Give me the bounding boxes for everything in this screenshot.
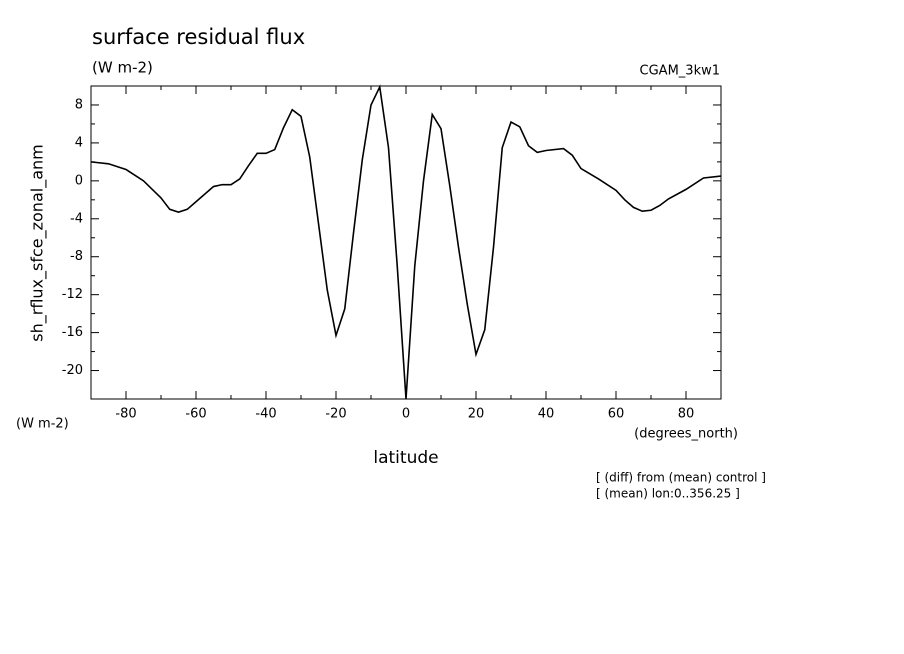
x-tick-label: 40 <box>538 407 555 422</box>
x-units: (degrees_north) <box>634 427 738 442</box>
x-tick-label: -80 <box>115 407 136 422</box>
data-line <box>90 84 722 400</box>
chart-title: surface residual flux <box>92 25 305 49</box>
y-axis-label: sh_rflux_sfce_zonal_anm <box>28 144 48 341</box>
plot-frame <box>90 85 722 400</box>
x-tick-label: 60 <box>608 407 625 422</box>
x-axis-label: latitude <box>373 448 438 468</box>
y-tick-label: -4 <box>70 211 83 226</box>
x-tick-label: -60 <box>185 407 206 422</box>
y-tick-label: 8 <box>75 97 83 112</box>
y-tick-label: -8 <box>70 249 83 264</box>
dataset-label: CGAM_3kw1 <box>640 64 720 79</box>
y-tick-label: -12 <box>62 287 83 302</box>
x-tick-label: 0 <box>402 407 410 422</box>
y-tick-label: 4 <box>75 135 83 150</box>
y-tick-label: 0 <box>75 173 83 188</box>
note: [ (diff) from (mean) control ] <box>596 471 766 485</box>
note: [ (mean) lon:0..356.25 ] <box>596 487 740 501</box>
x-tick-label: -40 <box>255 407 276 422</box>
x-tick-label: -20 <box>325 407 346 422</box>
chart-subtitle: (W m-2) <box>92 59 153 77</box>
x-tick-label: 20 <box>468 407 485 422</box>
y-units: (W m-2) <box>16 417 69 432</box>
x-tick-label: 80 <box>678 407 695 422</box>
y-tick-label: -16 <box>62 325 83 340</box>
y-tick-label: -20 <box>62 363 83 378</box>
